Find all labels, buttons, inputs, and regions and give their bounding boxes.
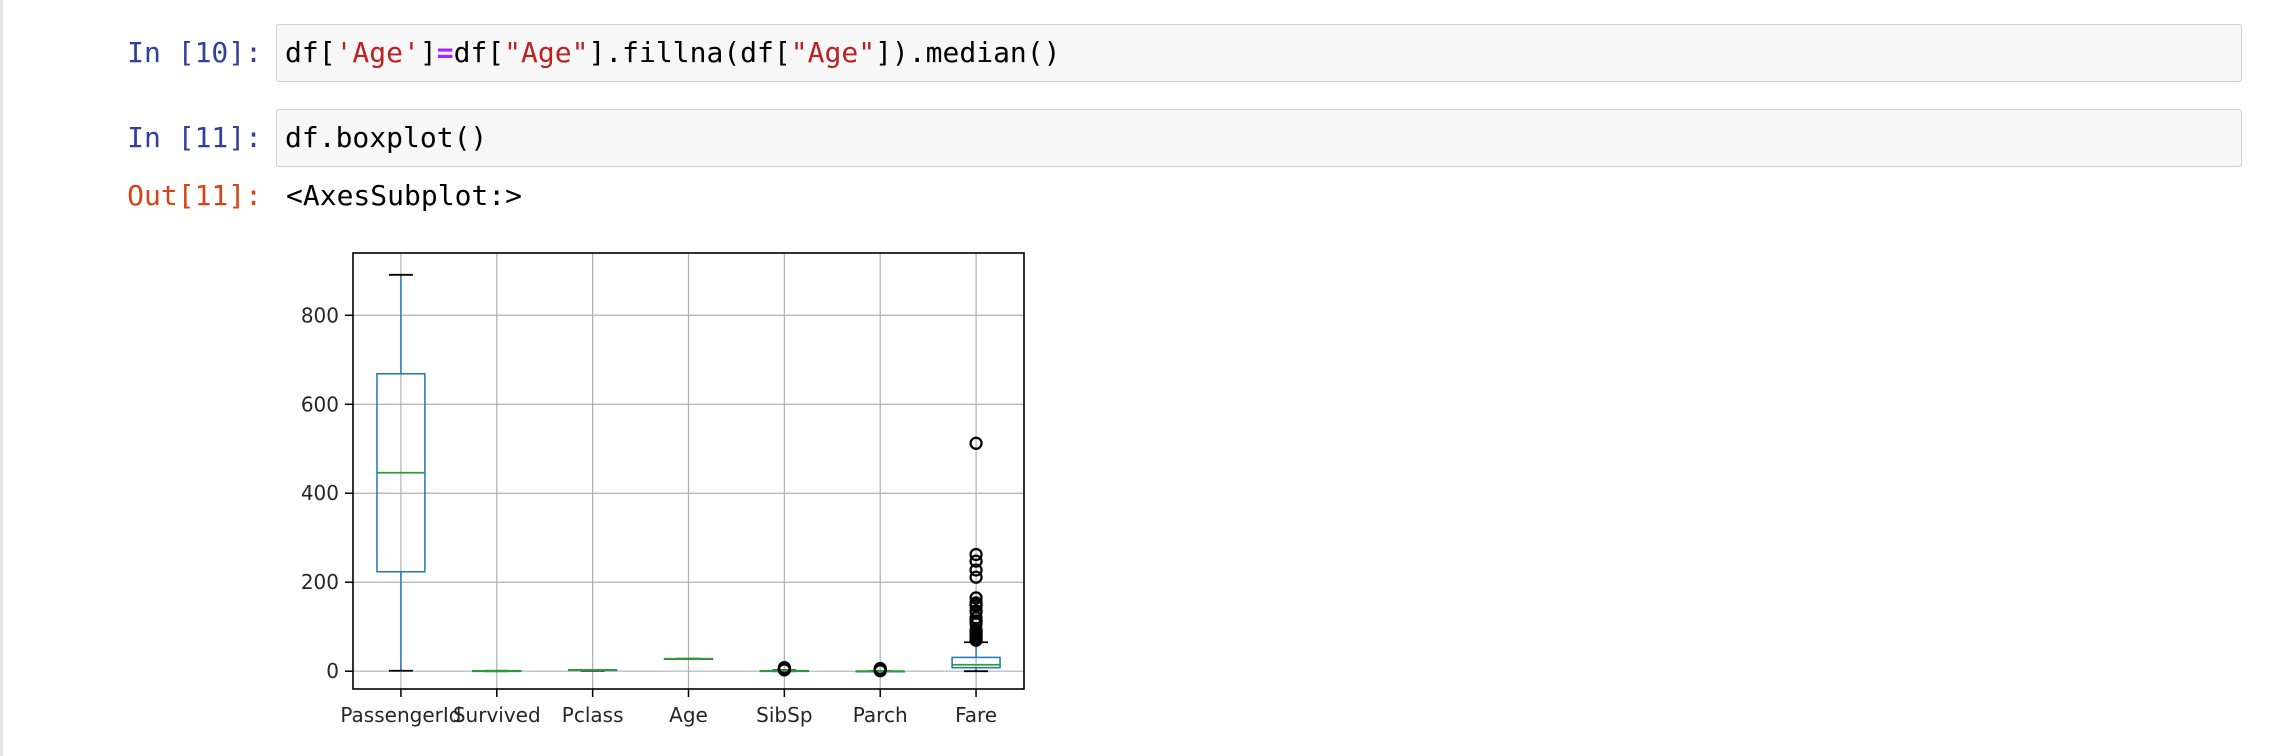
box-passengerid <box>376 273 426 672</box>
box-fare <box>951 436 1001 673</box>
flier-point <box>969 547 983 562</box>
y-tick-label: 200 <box>301 570 339 594</box>
x-tick-label: PassengerId <box>340 703 461 727</box>
y-tick-label: 600 <box>301 392 339 416</box>
code-token: df[ <box>453 36 505 69</box>
box-survived <box>472 669 522 673</box>
flier-point <box>969 591 983 605</box>
y-tick-label: 800 <box>301 303 339 327</box>
code-token: "Age" <box>790 36 876 69</box>
flier-point <box>969 604 983 618</box>
flier-point <box>969 563 983 577</box>
output-11-text: <AxesSubplot:> <box>286 179 523 212</box>
flier-point <box>969 436 983 450</box>
code-token: 'Age' <box>335 36 420 69</box>
x-tick-label: Survived <box>453 703 541 727</box>
code-token: df[ <box>285 36 336 69</box>
cell-11-prompt: In [11]: <box>127 121 262 154</box>
code-token: "Age" <box>504 36 589 69</box>
notebook-left-rule <box>0 0 3 756</box>
iqr-box <box>951 656 1001 669</box>
box-pclass <box>567 668 618 672</box>
x-tick-label: Parch <box>853 703 908 727</box>
flier-point <box>777 661 791 675</box>
box-sibsp <box>759 661 810 677</box>
flier-point <box>969 570 983 584</box>
x-tick-label: SibSp <box>756 703 812 727</box>
flier-point <box>969 554 983 568</box>
box-parch <box>855 661 905 678</box>
cell-10-prompt: In [10]: <box>127 36 262 69</box>
box-age <box>663 657 714 660</box>
x-tick-label: Pclass <box>562 703 624 727</box>
y-tick-label: 400 <box>301 481 339 505</box>
x-tick-label: Age <box>669 703 708 727</box>
cell-11-input[interactable]: df.boxplot() <box>276 109 2242 167</box>
cell-10-input[interactable]: df['Age']=df["Age"].fillna(df["Age"]).me… <box>276 24 2242 82</box>
y-tick-label: 0 <box>326 659 339 683</box>
code-token: df.boxplot() <box>285 121 488 154</box>
flier-point <box>969 596 983 610</box>
code-token: = <box>436 36 454 69</box>
output-11-prompt: Out[11]: <box>127 179 262 212</box>
code-token: ]).median() <box>875 36 1061 69</box>
flier-point <box>873 661 887 676</box>
code-token: ] <box>419 36 437 69</box>
x-tick-label: Fare <box>955 703 997 727</box>
code-token: ].fillna(df[ <box>588 36 791 69</box>
